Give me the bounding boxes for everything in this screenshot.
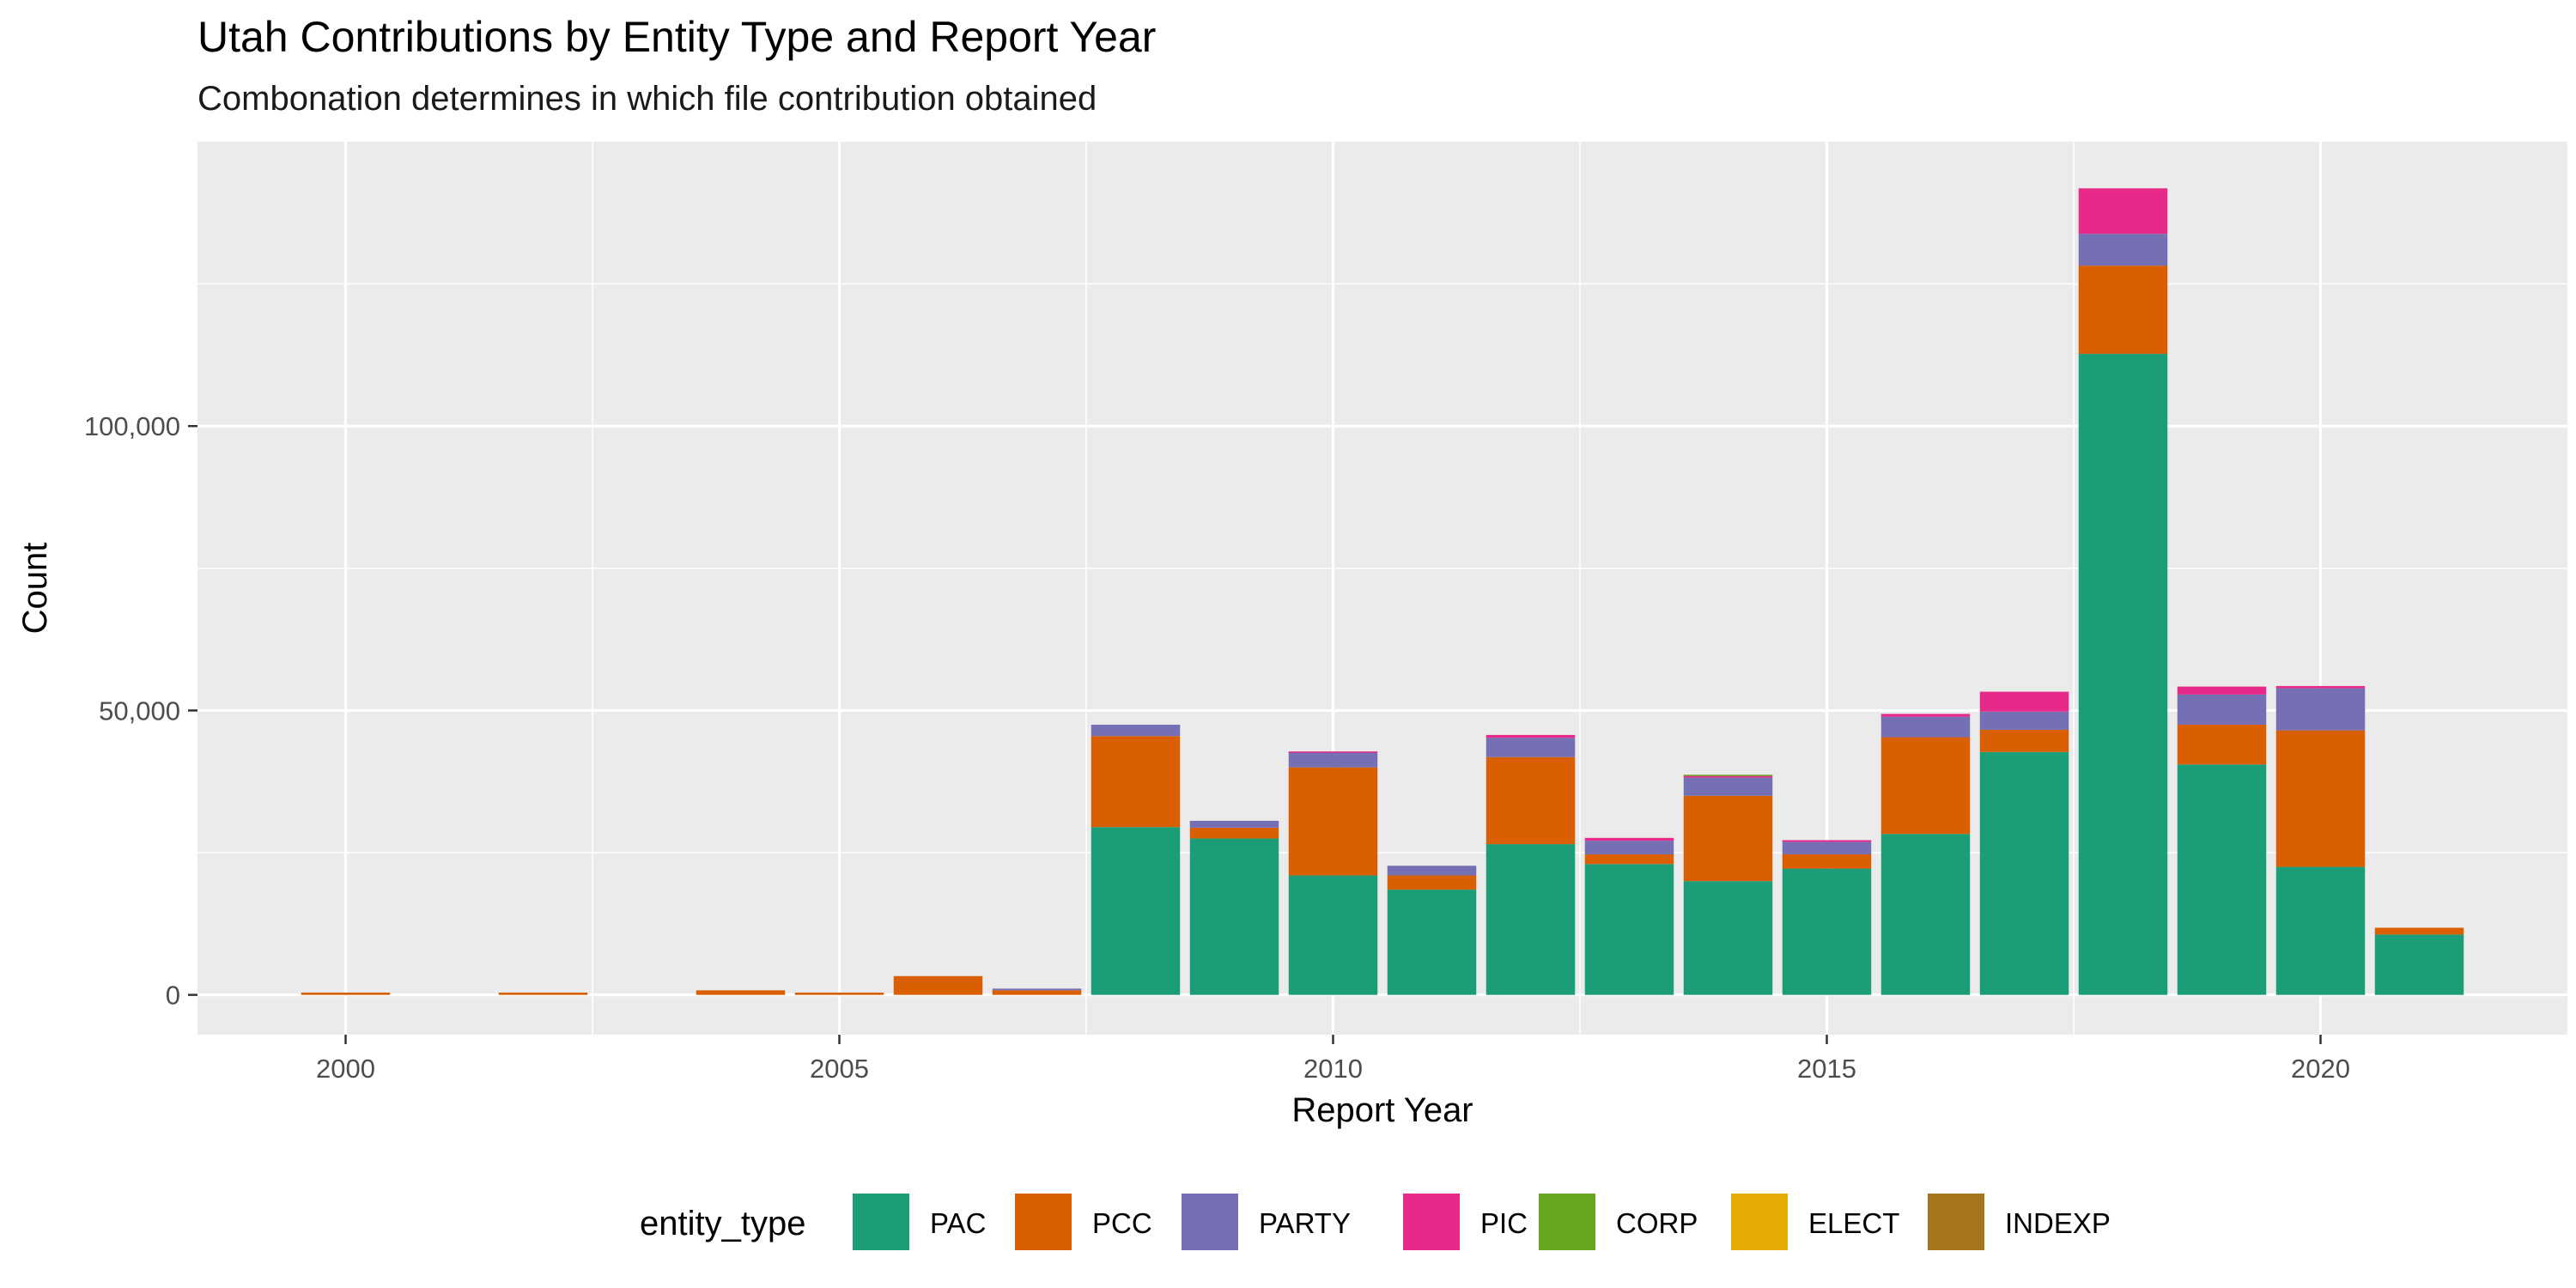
bar-pac-2009 (1189, 838, 1279, 995)
y-tick-label: 100,000 (84, 411, 180, 441)
legend-label-pcc: PCC (1092, 1207, 1152, 1239)
bar-pcc-2006 (893, 975, 983, 995)
bar-pcc-2017 (1979, 729, 2069, 752)
bar-party-2008 (1091, 724, 1181, 737)
bars (301, 188, 2464, 995)
legend-label-corp: CORP (1616, 1207, 1698, 1239)
bar-pic-2012 (1485, 734, 1576, 738)
bar-corp-2014 (1683, 775, 1773, 776)
bar-pcc-2007 (992, 990, 1082, 995)
bar-pcc-2014 (1683, 795, 1773, 882)
chart-subtitle: Combonation determines in which file con… (197, 80, 1097, 118)
legend-swatch-elect (1731, 1194, 1788, 1250)
bar-pcc-2021 (2374, 927, 2464, 935)
chart-title: Utah Contributions by Entity Type and Re… (197, 13, 1156, 61)
bar-pic-2013 (1584, 837, 1674, 841)
bar-party-2014 (1683, 777, 1773, 796)
legend-swatch-corp (1539, 1194, 1595, 1250)
bar-pic-2020 (2275, 685, 2366, 689)
bar-pac-2020 (2275, 866, 2366, 995)
bar-pac-2017 (1979, 751, 2069, 995)
bar-party-2012 (1485, 738, 1576, 757)
bar-pcc-2019 (2177, 724, 2267, 765)
x-tick-label: 2005 (810, 1054, 869, 1084)
bar-pcc-2016 (1880, 737, 1971, 835)
bar-pic-2015 (1782, 840, 1872, 842)
legend-swatch-pcc (1015, 1194, 1072, 1250)
legend-swatch-indexp (1928, 1194, 1984, 1250)
legend-label-elect: ELECT (1808, 1207, 1899, 1239)
bar-pac-2008 (1091, 827, 1181, 995)
bar-pcc-2004 (696, 990, 786, 995)
bar-pcc-2010 (1288, 767, 1378, 876)
bar-party-2007 (992, 988, 1082, 991)
bar-party-2015 (1782, 841, 1872, 855)
bar-party-2013 (1584, 841, 1674, 855)
bar-pac-2016 (1880, 834, 1971, 995)
bar-party-2009 (1189, 820, 1279, 828)
bar-pcc-2015 (1782, 854, 1872, 869)
bar-pac-2010 (1288, 875, 1378, 995)
y-axis-title: Count (16, 543, 54, 635)
bar-pcc-2012 (1485, 756, 1576, 845)
gridlines (197, 142, 2567, 1035)
bar-pac-2018 (2078, 354, 2168, 995)
bar-pic-2014 (1683, 775, 1773, 778)
bar-party-2018 (2078, 234, 2168, 266)
y-tick-label: 0 (166, 981, 180, 1011)
bar-pcc-2020 (2275, 730, 2366, 867)
bar-party-2019 (2177, 694, 2267, 725)
bar-pic-2018 (2078, 188, 2168, 234)
bar-party-2016 (1880, 716, 1971, 738)
bar-pac-2019 (2177, 764, 2267, 995)
bar-pac-2021 (2374, 934, 2464, 995)
bar-pic-2016 (1880, 714, 1971, 717)
legend-label-indexp: INDEXP (2005, 1207, 2111, 1239)
legend-label-party: PARTY (1259, 1207, 1351, 1239)
x-tick-label: 2000 (316, 1054, 375, 1084)
legend-swatch-pic (1403, 1194, 1460, 1250)
bar-pac-2011 (1387, 890, 1477, 995)
bar-pac-2015 (1782, 868, 1872, 995)
legend-label-pac: PAC (930, 1207, 986, 1239)
x-tick-label: 2015 (1797, 1054, 1856, 1084)
bar-pcc-2013 (1584, 854, 1674, 865)
bar-pcc-2018 (2078, 265, 2168, 355)
legend-label-pic: PIC (1480, 1207, 1528, 1239)
bar-party-2017 (1979, 711, 2069, 730)
bar-pac-2014 (1683, 881, 1773, 995)
bar-pcc-2011 (1387, 875, 1477, 890)
legend-title: entity_type (640, 1205, 805, 1242)
bar-party-2010 (1288, 752, 1378, 768)
bar-pic-2017 (1979, 691, 2069, 712)
bar-party-2011 (1387, 866, 1477, 876)
x-tick-label: 2010 (1303, 1054, 1363, 1084)
axes: 0 50,000 100,000 2000 2005 2010 2015 2020 (84, 411, 2350, 1084)
bar-pac-2012 (1485, 844, 1576, 995)
x-tick-label: 2020 (2291, 1054, 2350, 1084)
bar-pcc-2002 (498, 992, 588, 995)
bar-party-2020 (2275, 688, 2366, 731)
bar-pcc-2005 (794, 992, 884, 995)
bar-pic-2019 (2177, 686, 2267, 695)
legend: entity_type PAC PCC PARTY PIC CORP ELECT INDEX… (640, 1194, 2111, 1250)
bar-pcc-2008 (1091, 736, 1181, 828)
y-tick-label: 50,000 (99, 696, 180, 726)
legend-swatch-pac (853, 1194, 909, 1250)
x-axis-title: Report Year (1291, 1091, 1473, 1129)
bar-pic-2010 (1288, 751, 1378, 753)
bar-pac-2013 (1584, 864, 1674, 995)
bar-pcc-2000 (301, 992, 391, 995)
bar-pcc-2009 (1189, 827, 1279, 839)
legend-swatch-party (1182, 1194, 1238, 1250)
